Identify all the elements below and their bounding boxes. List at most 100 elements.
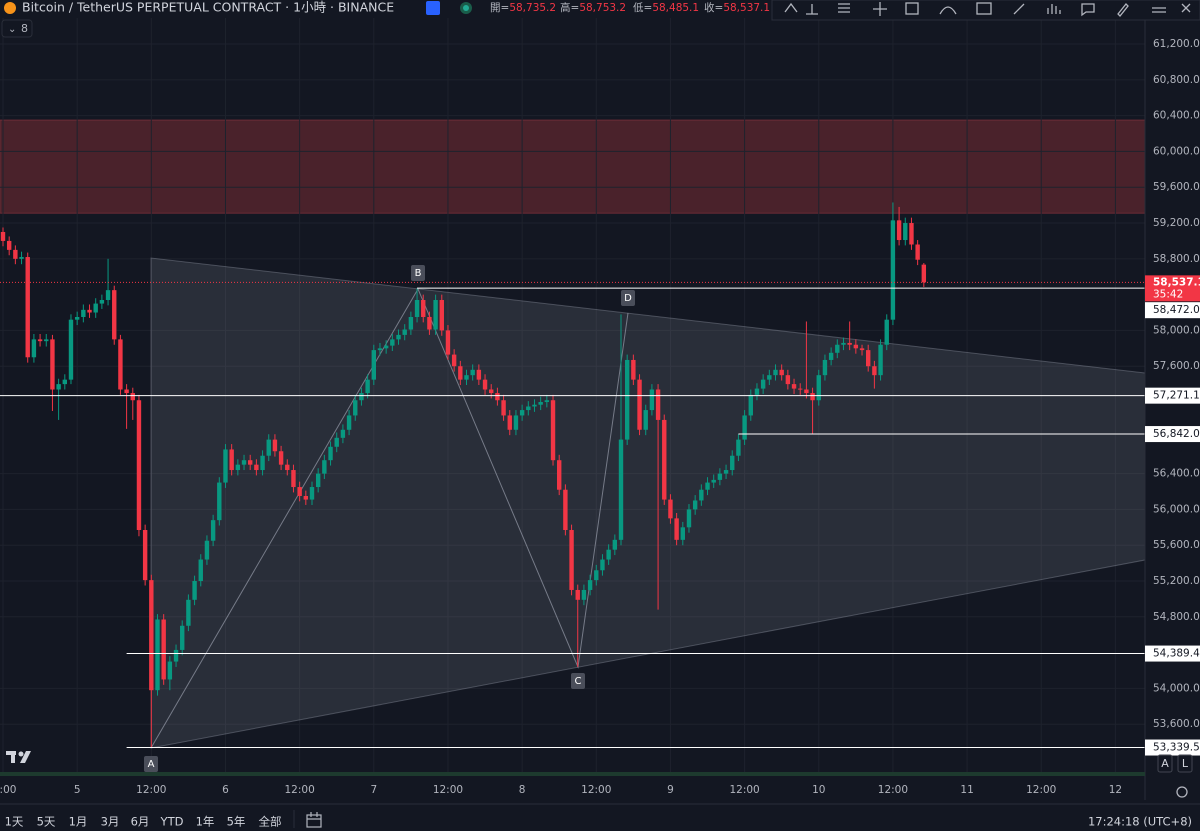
candle-body: [50, 339, 55, 390]
x-tick-label: 5: [74, 784, 81, 796]
candle-body: [371, 350, 376, 380]
candle-body: [643, 410, 648, 430]
range-button[interactable]: 1年: [196, 815, 215, 829]
y-tick-label: 56,000.0: [1153, 503, 1200, 515]
candle-body: [365, 379, 370, 394]
ohlc-value: 58,753.2: [579, 2, 626, 14]
settings-icon[interactable]: [1176, 786, 1188, 798]
range-button[interactable]: 6月: [131, 815, 150, 829]
symbol-title: Bitcoin / TetherUS PERPETUAL CONTRACT · …: [22, 0, 394, 15]
y-tick-label: 55,600.0: [1153, 539, 1200, 551]
tool-icon[interactable]: [905, 2, 919, 15]
candle-body: [396, 334, 401, 340]
candle-body: [804, 389, 809, 394]
candle-body: [742, 415, 747, 440]
candle-body: [359, 393, 364, 401]
candle-body: [612, 539, 618, 550]
y-tick-label: 54,800.0: [1153, 611, 1200, 623]
tool-icon[interactable]: [1152, 7, 1166, 13]
candle-body: [754, 388, 760, 395]
pattern-label: B: [415, 268, 422, 279]
candle-body: [538, 402, 543, 405]
scale-button[interactable]: [1157, 754, 1173, 773]
abcd-zigzag: [150, 287, 629, 749]
tool-icon[interactable]: [784, 2, 798, 13]
toolbar-icons: [784, 2, 1191, 17]
ohlc-label: 開=: [490, 2, 509, 14]
candle-body: [915, 244, 920, 260]
ohlc-item: 高=58,753.2: [560, 1, 626, 14]
range-button[interactable]: YTD: [160, 815, 184, 829]
indicator-toggle[interactable]: [1, 19, 33, 38]
x-tick-label: 12:00: [136, 784, 166, 796]
candle-body: [192, 581, 197, 600]
tradingview-logo: [6, 751, 31, 763]
y-tick-label: 60,400.0: [1153, 110, 1200, 122]
scale-button-label: A: [1161, 757, 1169, 770]
indicator-chevron: ⌄: [8, 24, 16, 35]
range-button[interactable]: 全部: [259, 815, 282, 829]
range-button[interactable]: 5天: [37, 815, 56, 829]
tool-icon[interactable]: [806, 4, 818, 15]
candle-body: [618, 439, 624, 540]
y-tick-label: 53,600.0: [1153, 718, 1200, 730]
candle-body: [6, 240, 12, 250]
tool-icon[interactable]: [873, 2, 887, 16]
last-price-box: [1145, 275, 1200, 302]
x-tick-label: 8: [519, 784, 526, 796]
candle-body: [204, 540, 210, 560]
x-tick-label: 12:00: [1026, 784, 1056, 796]
tool-icon[interactable]: [1047, 4, 1061, 14]
candle-body: [859, 348, 865, 351]
candle-body: [853, 344, 859, 349]
y-tick-label: 55,200.0: [1153, 575, 1200, 587]
scale-button-label: L: [1182, 757, 1189, 770]
ohlc-item: 收=58,537.1: [704, 1, 770, 14]
candle-body: [334, 437, 339, 447]
candle-body: [414, 299, 420, 317]
tool-icon[interactable]: [1081, 3, 1095, 17]
scale-button[interactable]: [1177, 754, 1193, 773]
range-button[interactable]: 5年: [227, 815, 246, 829]
range-button[interactable]: 3月: [101, 815, 120, 829]
tool-icon[interactable]: [939, 6, 957, 15]
tool-icon[interactable]: [1013, 3, 1025, 15]
candle-body: [921, 264, 927, 283]
tool-icon[interactable]: [838, 3, 850, 13]
candle-body: [767, 375, 772, 380]
candle-body: [909, 223, 914, 245]
candle-body: [575, 589, 580, 600]
pattern-label: A: [148, 759, 155, 770]
candle-body: [383, 345, 389, 349]
status-dot-inner: [463, 5, 469, 11]
candle-body: [309, 487, 315, 500]
candle-body: [841, 342, 846, 345]
clock: 17:24:18 (UTC+8): [1088, 815, 1192, 829]
pattern-label: C: [575, 676, 582, 687]
last-price-label: 58,537.1: [1153, 276, 1200, 288]
logo-part: [11, 751, 15, 763]
tool-icon[interactable]: [1181, 3, 1191, 13]
candle-body: [229, 449, 234, 471]
x-tick-label: 11: [960, 784, 973, 796]
calendar-body: [306, 814, 322, 828]
level-label-box: [1145, 739, 1200, 756]
range-button[interactable]: 1天: [5, 815, 24, 829]
candle-body: [235, 464, 241, 471]
candle-body: [526, 406, 531, 411]
tool-icon[interactable]: [1117, 3, 1129, 17]
candle-body: [62, 379, 67, 385]
y-tick-label: 58,000.0: [1153, 324, 1200, 336]
x-tick-label: 12:00: [285, 784, 315, 796]
tool-icon[interactable]: [976, 2, 992, 15]
candle-body: [142, 530, 148, 581]
pattern-label-box: [621, 290, 635, 306]
candle-body: [248, 460, 253, 465]
calendar-icon[interactable]: [306, 812, 322, 828]
ohlc-label: 高=: [560, 1, 579, 14]
candle-body: [31, 339, 37, 358]
candle-body: [507, 415, 512, 430]
range-button[interactable]: 1月: [69, 815, 88, 829]
logo-part: [20, 751, 31, 763]
candle-body: [532, 404, 537, 407]
